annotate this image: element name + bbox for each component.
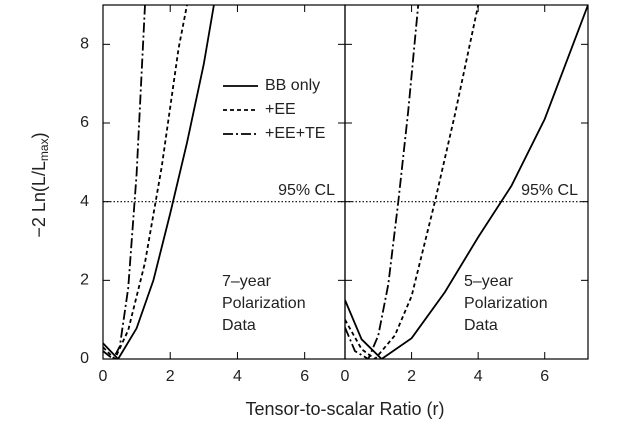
x-tick-label: 6 [300,368,309,385]
x-tick-label: 0 [341,368,350,385]
reference-label: 95% CL [521,182,578,199]
x-tick-label: 0 [99,368,108,385]
y-label-end: ) [29,132,49,138]
panel-label: Data [464,317,498,334]
line [103,5,146,359]
y-label-main: −2 Ln(L/L [29,161,49,238]
panel-label: 5–year [464,273,514,290]
panel-label: Polarization [464,295,548,312]
x-tick-label: 6 [540,368,549,385]
legend-label: +EE+TE [265,125,325,142]
plot-frame [344,4,589,360]
y-tick-label: 4 [80,193,89,210]
y-tick-label: 6 [80,114,89,131]
y-label-sub: max [37,138,51,161]
y-axis-label: −2 Ln(L/Lmax) [29,132,51,237]
line [345,5,588,359]
panel-label: Data [222,317,256,334]
x-tick-label: 4 [474,368,483,385]
x-tick-label: 2 [166,368,175,385]
panel-label: 7–year [222,273,272,290]
y-tick-label: 8 [80,36,89,53]
line [345,5,480,359]
x-tick-label: 4 [233,368,242,385]
line [345,5,420,359]
x-axis-label: Tensor-to-scalar Ratio (r) [245,399,444,419]
legend-label: +EE [265,101,296,118]
y-tick-label: 2 [80,272,89,289]
x-tick-label: 2 [407,368,416,385]
y-tick-label: 0 [80,350,89,367]
line [103,5,215,359]
panel-label: Polarization [222,295,306,312]
reference-label: 95% CL [278,182,335,199]
legend-label: BB only [265,77,320,94]
